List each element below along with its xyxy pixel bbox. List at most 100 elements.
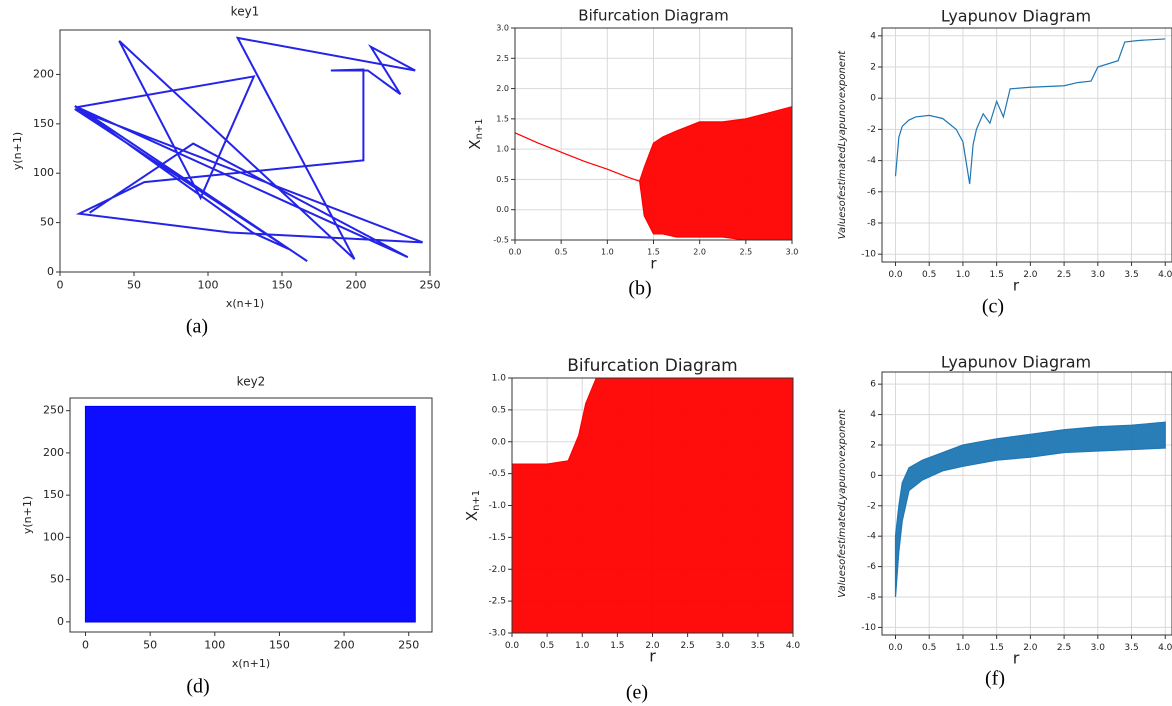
plot-area bbox=[894, 421, 1166, 598]
y-tick-label: 150 bbox=[33, 117, 54, 130]
y-tick-label: 50 bbox=[40, 216, 54, 229]
y-tick-label: -2.0 bbox=[488, 565, 506, 575]
x-tick-label: 0.5 bbox=[922, 643, 936, 653]
y-tick-label: 100 bbox=[33, 166, 54, 179]
data-range bbox=[894, 421, 1166, 598]
plot-area bbox=[894, 38, 1166, 185]
y-tick-label: 100 bbox=[43, 530, 64, 543]
axes-frame bbox=[511, 377, 794, 634]
y-tick-label: -4 bbox=[867, 532, 876, 542]
y-axis-label-sub: n+1 bbox=[471, 490, 482, 511]
y-tick-label: 1.5 bbox=[496, 114, 509, 123]
plot-area bbox=[84, 405, 416, 623]
x-tick-label: 0.0 bbox=[888, 643, 903, 653]
y-tick-label: -4 bbox=[867, 156, 876, 166]
y-tick-label: -10 bbox=[861, 623, 876, 633]
data-line bbox=[74, 36, 423, 262]
caption: (c) bbox=[982, 296, 1004, 318]
plot-area bbox=[515, 106, 792, 240]
y-axis-label-main: ValuesofestimatedLyapunovexponent bbox=[837, 50, 848, 239]
y-tick-label: -10 bbox=[861, 250, 876, 260]
y-tick-label: 250 bbox=[43, 404, 64, 417]
x-tick-label: 4.0 bbox=[786, 641, 801, 651]
x-tick-label: 2.5 bbox=[739, 248, 752, 257]
x-tick-label: 2.0 bbox=[1023, 270, 1038, 280]
x-axis-label: r bbox=[650, 255, 657, 273]
y-tick-label: 150 bbox=[43, 488, 64, 501]
y-tick-label: -0.5 bbox=[488, 469, 506, 479]
y-tick-label: 2.5 bbox=[496, 54, 509, 63]
x-tick-label: 3.0 bbox=[1091, 270, 1106, 280]
y-axis-label: Xn+1 bbox=[463, 490, 483, 521]
x-tick-label: 1.5 bbox=[989, 643, 1003, 653]
x-axis-label: x(n+1) bbox=[232, 657, 270, 670]
x-tick-label: 2.0 bbox=[1023, 643, 1038, 653]
y-tick-label: 6 bbox=[870, 380, 876, 390]
x-tick-label: 1.0 bbox=[956, 270, 971, 280]
y-tick-label: -1.0 bbox=[488, 501, 506, 511]
caption: (a) bbox=[186, 316, 208, 338]
x-axis-label: r bbox=[1013, 277, 1020, 295]
x-tick-label: 3.0 bbox=[786, 248, 799, 257]
x-tick-label: 0 bbox=[82, 639, 89, 652]
y-tick-label: -3.0 bbox=[488, 629, 506, 639]
panel: 0.0 0.5 1.0 1.5 2.0 2.5 3.0 3.5 4.0 -10 -8 -6 -4 -2 0 2… bbox=[837, 7, 1172, 318]
x-tick-label: 1.0 bbox=[601, 248, 614, 257]
y-tick-label: -8 bbox=[867, 592, 876, 602]
y-tick-label: 4 bbox=[870, 31, 876, 41]
chart-title: Lyapunov Diagram bbox=[941, 7, 1091, 26]
x-tick-label: 200 bbox=[346, 279, 367, 292]
y-tick-label: 0 bbox=[870, 94, 876, 104]
x-tick-label: 3.5 bbox=[1124, 643, 1138, 653]
x-tick-label: 2.0 bbox=[693, 248, 706, 257]
y-tick-label: 1.0 bbox=[496, 145, 509, 154]
y-tick-label: 0.0 bbox=[492, 437, 507, 447]
chart-title: key2 bbox=[237, 375, 266, 389]
y-tick-label: 0 bbox=[57, 615, 64, 628]
chart-title: key1 bbox=[231, 5, 260, 19]
panel: 0 50 100 150 200 250 0 50 100 150 200 250 key2 x(n+1)… bbox=[21, 375, 433, 698]
caption: (e) bbox=[626, 682, 648, 704]
x-axis-label: r bbox=[1013, 649, 1020, 668]
x-tick-label: 2.5 bbox=[680, 641, 694, 651]
y-tick-label: 2 bbox=[870, 440, 876, 450]
caption: (d) bbox=[186, 676, 209, 698]
y-tick-label: -2.5 bbox=[488, 597, 506, 607]
y-tick-label: 1.0 bbox=[492, 374, 507, 384]
y-axis-label-main: X bbox=[463, 511, 481, 521]
x-tick-label: 3.5 bbox=[751, 641, 765, 651]
x-tick-label: 150 bbox=[272, 279, 293, 292]
y-tick-label: -2 bbox=[867, 125, 876, 135]
y-tick-label: 0 bbox=[47, 265, 54, 278]
caption: (f) bbox=[985, 668, 1005, 690]
y-axis-label: Xn+1 bbox=[466, 118, 486, 149]
x-tick-label: 2.5 bbox=[1057, 270, 1071, 280]
x-tick-label: 4.0 bbox=[1158, 643, 1172, 653]
axes-frame bbox=[514, 27, 793, 241]
panel: 0.0 0.5 1.0 1.5 2.0 2.5 3.0 3.5 4.0 -3.0 -2.5 -2.0 -… bbox=[463, 356, 801, 704]
y-axis-label-main: y(n+1) bbox=[11, 132, 24, 170]
plot-area bbox=[74, 36, 423, 262]
x-tick-label: 0.5 bbox=[555, 248, 568, 257]
x-axis-label: r bbox=[649, 647, 656, 666]
x-tick-label: 3.5 bbox=[1124, 270, 1138, 280]
y-tick-label: 0.0 bbox=[496, 205, 509, 214]
chart-title: Bifurcation Diagram bbox=[578, 7, 728, 25]
axes-frame bbox=[69, 397, 433, 633]
x-tick-label: 3.0 bbox=[716, 641, 731, 651]
x-tick-label: 100 bbox=[198, 279, 219, 292]
panel: 0 50 100 150 200 250 0 50 100 150 200 key1 x(n+1) y(n… bbox=[11, 5, 441, 338]
x-tick-label: 2.0 bbox=[645, 641, 660, 651]
y-axis-label: y(n+1) bbox=[21, 496, 34, 534]
y-tick-label: 3.0 bbox=[496, 24, 509, 33]
y-axis-label-main: X bbox=[466, 139, 484, 149]
y-axis-label-main: ValuesofestimatedLyapunovexponent bbox=[837, 408, 848, 597]
data-range bbox=[84, 405, 416, 623]
axes-frame bbox=[881, 371, 1172, 636]
y-tick-label: -6 bbox=[867, 187, 876, 197]
x-tick-label: 200 bbox=[334, 639, 355, 652]
data-line bbox=[894, 38, 1166, 185]
x-tick-label: 1.5 bbox=[647, 248, 660, 257]
x-tick-label: 1.5 bbox=[610, 641, 624, 651]
